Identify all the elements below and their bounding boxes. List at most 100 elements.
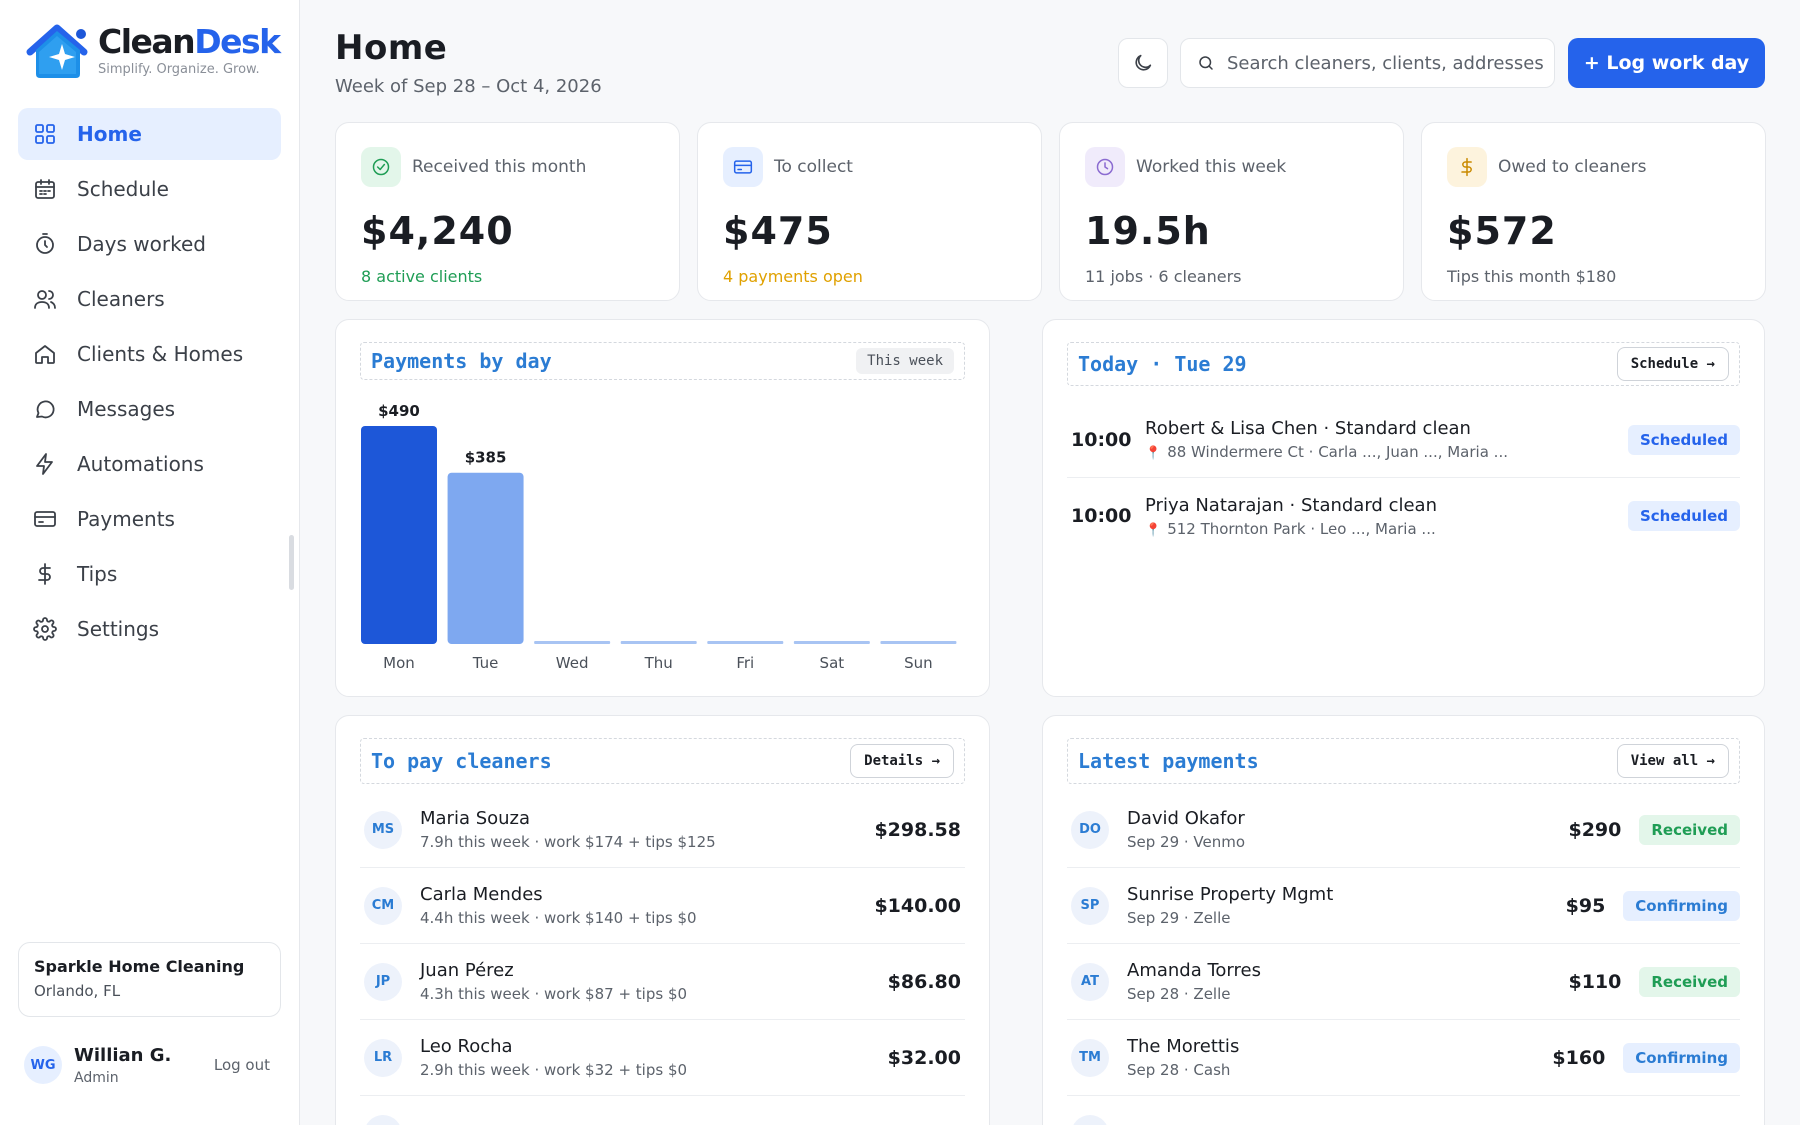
search-input[interactable] xyxy=(1227,52,1547,74)
payments-chart: $490 Mon $385 Tue Wed Thu Fri Sat Sun xyxy=(361,402,957,672)
check-circle-icon xyxy=(361,147,401,187)
payment-amount: $95 xyxy=(1565,894,1606,917)
table-row[interactable]: CM Carla Mendes 4.4h this week · work $140… xyxy=(360,868,965,944)
period-badge[interactable]: This week xyxy=(856,348,954,374)
cleaner-name: Maria Souza xyxy=(420,808,531,829)
sidebar-item-label: Automations xyxy=(77,452,204,476)
sidebar-item-home[interactable]: Home xyxy=(18,108,281,160)
log-work-day-button[interactable]: + Log work day xyxy=(1568,38,1765,88)
stat-note: 11 jobs · 6 cleaners xyxy=(1085,267,1242,286)
panel-title: To pay cleaners xyxy=(371,749,552,773)
stat-card[interactable]: Worked this week 19.5h 11 jobs · 6 cleaner… xyxy=(1059,122,1404,301)
stat-value: $572 xyxy=(1447,209,1557,253)
stopwatch-icon xyxy=(32,231,58,257)
x-tick-label: Tue xyxy=(472,654,499,672)
bar-sun[interactable] xyxy=(880,641,957,644)
table-row[interactable]: SP Sunrise Property Mgmt Sep 29 · Zelle $95… xyxy=(1067,868,1740,944)
sidebar-nav: Home Schedule Days worked Cleaners Clients &… xyxy=(18,108,281,658)
bar-wed[interactable] xyxy=(534,641,611,644)
sidebar-item-settings[interactable]: Settings xyxy=(18,603,281,655)
cleaner-name: Carla Mendes xyxy=(420,884,543,905)
table-row[interactable]: DO David Okafor Sep 29 · Venmo $290 Received xyxy=(1067,792,1740,868)
status-badge: Scheduled xyxy=(1627,424,1740,455)
sidebar-item-days-worked[interactable]: Days worked xyxy=(18,218,281,270)
sidebar-item-label: Schedule xyxy=(77,177,169,201)
brand[interactable]: CleanDesk Simplify. Organize. Grow. xyxy=(26,22,281,82)
amount-owed: $86.80 xyxy=(887,970,961,993)
sidebar-item-messages[interactable]: Messages xyxy=(18,383,281,435)
stat-card[interactable]: Owed to cleaners $572 Tips this month $180 xyxy=(1421,122,1766,301)
sidebar-item-schedule[interactable]: Schedule xyxy=(18,163,281,215)
sidebar-item-tips[interactable]: Tips xyxy=(18,548,281,600)
table-row[interactable]: TM The Morettis Sep 28 · Cash $160 Confirmin… xyxy=(1067,1020,1740,1096)
schedule-item[interactable]: 10:00 Robert & Lisa Chen · Standard clean… xyxy=(1067,402,1740,478)
status-badge: Scheduled xyxy=(1627,501,1740,531)
grid-icon xyxy=(32,121,58,147)
bar-sat[interactable] xyxy=(793,641,870,644)
pin-icon: 📍 xyxy=(1145,522,1162,538)
amount-owed: $298.58 xyxy=(874,818,961,841)
sidebar-item-label: Settings xyxy=(77,617,160,641)
job-address: 88 Windermere Ct · Carla ..., Juan ..., … xyxy=(1167,443,1508,461)
avatar xyxy=(1071,1115,1109,1125)
cleaner-summary: 7.9h this week · work $174 + tips $125 xyxy=(420,833,716,851)
view-all-button[interactable]: View all → xyxy=(1616,744,1729,778)
avatar xyxy=(364,1115,402,1125)
panel-title: Latest payments xyxy=(1078,749,1259,773)
table-row[interactable]: JP Juan Pérez 4.3h this week · work $87 + … xyxy=(360,944,965,1020)
bolt-icon xyxy=(32,451,58,477)
avatar: DO xyxy=(1071,810,1109,849)
cleaner-name: Leo Rocha xyxy=(420,1036,513,1057)
today-panel: Today · Tue 29 Schedule → 10:00 Robert & … xyxy=(1042,319,1765,697)
logout-link[interactable]: Log out xyxy=(213,1056,270,1074)
table-row[interactable] xyxy=(1067,1096,1740,1125)
sidebar-item-label: Payments xyxy=(77,507,175,531)
schedule-button[interactable]: Schedule → xyxy=(1616,347,1729,381)
sidebar-scrollbar[interactable] xyxy=(289,535,294,590)
sidebar: CleanDesk Simplify. Organize. Grow. Home… xyxy=(0,0,300,1125)
avatar: MS xyxy=(364,810,402,849)
status-badge: Received xyxy=(1639,966,1740,997)
bar-thu[interactable] xyxy=(620,641,697,644)
bar-fri[interactable] xyxy=(707,641,784,644)
details-button[interactable]: Details → xyxy=(850,744,954,778)
moon-icon xyxy=(1135,54,1152,71)
panel-title: Payments by day xyxy=(371,349,552,373)
bar-mon[interactable] xyxy=(361,426,437,644)
bar-value-label: $385 xyxy=(465,449,507,467)
sidebar-item-payments[interactable]: Payments xyxy=(18,493,281,545)
sidebar-item-automations[interactable]: Automations xyxy=(18,438,281,490)
table-row[interactable]: MS Maria Souza 7.9h this week · work $174 … xyxy=(360,792,965,868)
theme-toggle-button[interactable] xyxy=(1118,38,1168,88)
schedule-item[interactable]: 10:00 Priya Natarajan · Standard clean 📍 51… xyxy=(1067,478,1740,554)
users-icon xyxy=(32,286,58,312)
sidebar-item-label: Cleaners xyxy=(77,287,165,311)
avatar[interactable]: WG xyxy=(24,1046,62,1084)
payment-amount: $290 xyxy=(1568,818,1622,841)
stat-card[interactable]: To collect $475 4 payments open xyxy=(697,122,1042,301)
gear-icon xyxy=(32,616,58,642)
job-time: 10:00 xyxy=(1071,428,1132,451)
table-row[interactable]: LR Leo Rocha 2.9h this week · work $32 + t… xyxy=(360,1020,965,1096)
bar-value-label: $490 xyxy=(378,402,420,420)
page-title: Home xyxy=(335,28,448,68)
business-card[interactable]: Sparkle Home Cleaning Orlando, FL xyxy=(18,942,281,1017)
bar-tue[interactable] xyxy=(447,472,524,644)
sidebar-item-clients-homes[interactable]: Clients & Homes xyxy=(18,328,281,380)
status-badge: Confirming xyxy=(1623,890,1740,921)
stat-label: Received this month xyxy=(412,157,587,177)
search-bar[interactable] xyxy=(1180,38,1555,88)
table-row[interactable] xyxy=(360,1096,965,1125)
sidebar-item-cleaners[interactable]: Cleaners xyxy=(18,273,281,325)
x-tick-label: Mon xyxy=(383,654,415,672)
cleaner-summary: 4.3h this week · work $87 + tips $0 xyxy=(420,985,688,1003)
stat-label: To collect xyxy=(774,157,853,177)
job-time: 10:00 xyxy=(1071,505,1132,527)
pin-icon: 📍 xyxy=(1145,446,1162,461)
x-tick-label: Wed xyxy=(556,654,589,672)
job-title: Robert & Lisa Chen · Standard clean xyxy=(1145,418,1471,439)
table-row[interactable]: AT Amanda Torres Sep 28 · Zelle $110 Receive… xyxy=(1067,944,1740,1020)
stat-card[interactable]: Received this month $4,240 8 active client… xyxy=(335,122,680,301)
brand-name: CleanDesk xyxy=(98,22,281,61)
cleaner-summary: 2.9h this week · work $32 + tips $0 xyxy=(420,1061,688,1079)
